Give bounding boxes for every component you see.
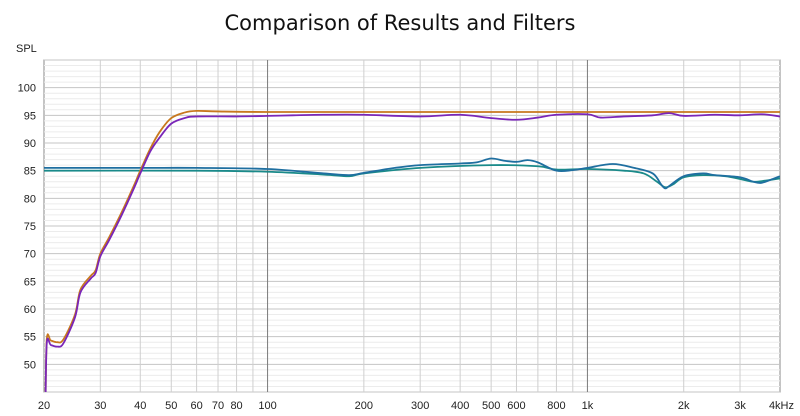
grid-lines <box>44 59 780 393</box>
y-tick-label: 80 <box>24 193 36 205</box>
series-line <box>44 157 780 190</box>
series-line <box>44 112 780 392</box>
y-tick-label: 50 <box>24 359 36 371</box>
x-tick-label: 4kHz <box>769 400 794 412</box>
y-tick-label: 85 <box>24 166 36 178</box>
series-lines <box>44 109 780 392</box>
y-tick-label: 60 <box>24 304 36 316</box>
y-tick-label: 70 <box>24 249 36 261</box>
x-tick-label: 40 <box>134 400 146 412</box>
y-axis-label: SPL <box>16 43 37 55</box>
series-line <box>44 109 780 392</box>
x-tick-label: 1k <box>582 400 594 412</box>
x-tick-label: 100 <box>258 400 276 412</box>
y-tick-label: 100 <box>18 83 36 95</box>
y-tick-labels: 50 55 60 65 70 75 80 85 90 95 100 <box>18 83 36 372</box>
x-tick-label: 3k <box>734 400 746 412</box>
x-tick-label: 200 <box>355 400 373 412</box>
x-tick-label: 80 <box>230 400 242 412</box>
x-tick-label: 50 <box>165 400 177 412</box>
x-tick-label: 70 <box>212 400 224 412</box>
y-tick-label: 90 <box>24 138 36 150</box>
x-tick-label: 30 <box>94 400 106 412</box>
y-tick-label: 75 <box>24 221 36 233</box>
x-tick-label: 500 <box>482 400 500 412</box>
y-tick-label: 95 <box>24 110 36 122</box>
x-tick-label: 400 <box>451 400 469 412</box>
chart-title: Comparison of Results and Filters <box>225 11 576 35</box>
x-tick-label: 2k <box>678 400 690 412</box>
x-tick-labels: 20 30 40 50 60 70 80 100 200 300 400 500 600 800 1k 2k 3… <box>38 400 794 412</box>
x-tick-label: 300 <box>411 400 429 412</box>
x-tick-label: 20 <box>38 400 50 412</box>
x-tick-label: 600 <box>507 400 525 412</box>
y-tick-label: 55 <box>24 332 36 344</box>
x-tick-label: 60 <box>190 400 202 412</box>
y-tick-label: 65 <box>24 276 36 288</box>
x-tick-label: 800 <box>547 400 565 412</box>
